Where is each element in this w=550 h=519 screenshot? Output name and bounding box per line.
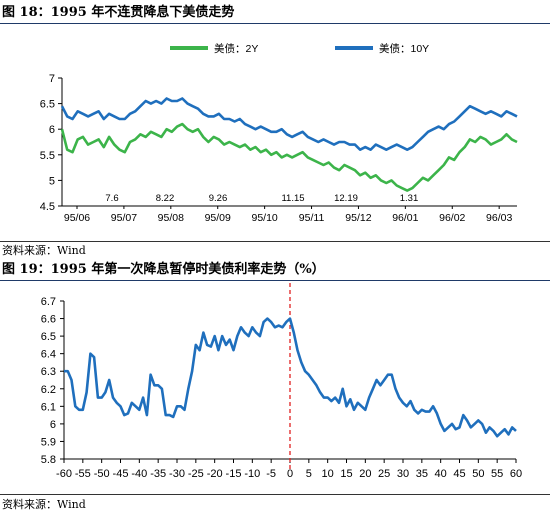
legend-label: 美债：10Y: [379, 42, 429, 55]
x-tick-label: 10: [322, 468, 334, 480]
y-tick-label: 6.3: [41, 366, 56, 378]
y-tick-label: 6.5: [41, 331, 56, 343]
y-tick-label: 6.1: [41, 401, 56, 413]
figure18-top-rule: [0, 23, 550, 24]
x-tick-label: 95/10: [251, 212, 277, 224]
x-tick-label: 96/02: [439, 212, 465, 224]
date-annotation: 11.15: [281, 193, 304, 204]
x-tick-label: -40: [131, 468, 147, 480]
y-tick-label: 7: [49, 73, 55, 85]
x-tick-label: 45: [453, 468, 465, 480]
x-tick-label: 60: [510, 468, 522, 480]
series-2y-line: [60, 122, 518, 192]
figure18-source: 资料来源：Wind: [2, 244, 86, 257]
y-tick-label: 5: [49, 175, 55, 187]
x-tick-label: 95/07: [111, 212, 137, 224]
x-tick-label: -50: [94, 468, 110, 480]
x-tick-label: 95/09: [205, 212, 231, 224]
x-tick-label: 20: [359, 468, 371, 480]
x-tick-label: -45: [113, 468, 129, 480]
x-tick-label: -25: [188, 468, 204, 480]
x-tick-label: -15: [226, 468, 242, 480]
legend-label: 美债：2Y: [214, 42, 258, 55]
x-tick-label: -35: [150, 468, 166, 480]
x-tick-label: -30: [169, 468, 185, 480]
date-annotation: 1.31: [400, 193, 419, 204]
x-tick-label: -5: [266, 468, 276, 480]
x-tick-label: 95/08: [158, 212, 184, 224]
x-tick-label: -10: [244, 468, 260, 480]
y-tick-label: 6.5: [40, 99, 55, 111]
y-tick-label: 6.2: [41, 384, 56, 396]
y-tick-label: 6: [50, 419, 56, 431]
y-tick-label: 5.5: [40, 150, 55, 162]
date-annotation: 9.26: [209, 193, 228, 204]
figure19-bottom-rule: [0, 494, 550, 495]
x-tick-label: 25: [378, 468, 390, 480]
rate-line: [64, 317, 517, 438]
figure19-title: 图 19：1995 年第一次降息暂停时美债利率走势（%）: [2, 262, 325, 277]
x-tick-label: 55: [491, 468, 503, 480]
x-tick-label: 96/01: [392, 212, 418, 224]
x-tick-label: 40: [435, 468, 447, 480]
figure18-title: 图 18：1995 年不连贯降息下美债走势: [2, 5, 235, 20]
x-tick-label: 35: [416, 468, 428, 480]
date-annotation: 12.19: [334, 193, 358, 204]
y-tick-label: 5.9: [41, 436, 56, 448]
figure18-chart: 4.5 5 5.5 6 6.5 7 95/06 95/07 95/08 95/09 95/10 95/…: [40, 42, 518, 224]
x-tick-label: 0: [287, 468, 293, 480]
x-tick-label: -55: [75, 468, 91, 480]
figure19-source: 资料来源：Wind: [2, 498, 86, 511]
figure19-top-rule: [0, 280, 550, 281]
y-tick-label: 6.7: [41, 296, 56, 308]
x-tick-label: 95/06: [64, 212, 90, 224]
x-tick-label: 95/11: [299, 212, 325, 224]
x-tick-label: -60: [56, 468, 72, 480]
y-tick-label: 4.5: [40, 201, 55, 213]
date-annotation: 8.22: [156, 193, 175, 204]
x-tick-label: 95/12: [345, 212, 371, 224]
y-tick-label: 6: [49, 124, 55, 136]
x-tick-label: 5: [306, 468, 312, 480]
series-10y-line: [60, 97, 518, 151]
date-annotation: 7.6: [105, 193, 118, 204]
y-tick-label: 6.4: [41, 349, 56, 361]
figure19-chart: 5.85.966.16.26.36.46.56.66.7-60 -55 -50 -45…: [41, 283, 522, 480]
x-tick-label: 96/03: [486, 212, 512, 224]
figure18-bottom-rule: [0, 241, 550, 242]
x-tick-label: -20: [207, 468, 223, 480]
y-tick-label: 6.6: [41, 314, 56, 326]
x-tick-label: 30: [397, 468, 409, 480]
x-tick-label: 50: [472, 468, 484, 480]
y-tick-label: 5.8: [41, 454, 56, 466]
x-tick-label: 15: [340, 468, 352, 480]
